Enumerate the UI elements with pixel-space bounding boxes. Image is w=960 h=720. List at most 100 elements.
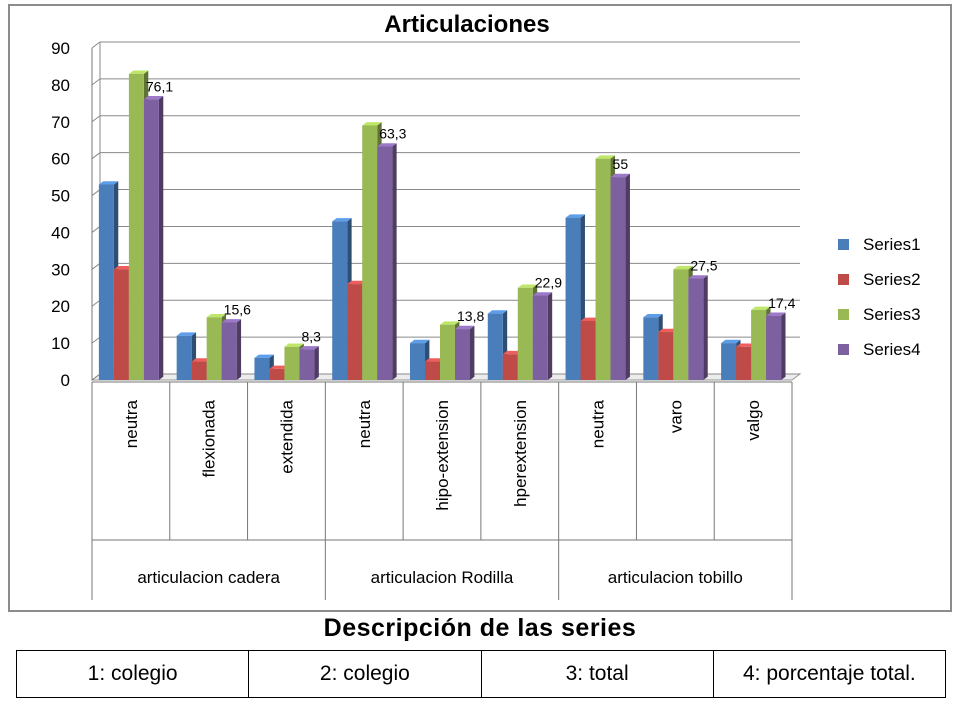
bar-side [781,312,786,380]
legend-label: Series4 [863,340,921,359]
x-category-label: neutra [122,399,141,448]
bar-top [269,365,289,369]
bar-top [721,339,741,344]
bar-top [410,339,430,344]
data-label: 27,5 [690,258,717,274]
data-label: 17,4 [768,295,795,311]
bar-side [158,95,164,380]
bar-top [517,284,538,288]
bar [377,146,393,380]
bar-top [440,321,460,325]
bar-top [736,343,756,347]
bar-side [625,173,630,380]
gridline-depth [91,336,101,344]
x-category-label: varo [666,400,685,433]
gridline-depth [91,41,101,49]
bar [643,317,659,380]
gridline-depth [91,152,101,160]
bar [766,315,782,380]
bar-top [580,317,600,321]
bar-top [502,350,523,355]
bar-top [487,310,508,314]
bar [113,269,129,380]
bar [332,221,348,380]
x-category-label: neutra [589,399,608,448]
bar-top [176,332,197,336]
x-group-label: articulacion cadera [137,568,280,587]
gridline-depth [91,189,101,196]
data-label: 15,6 [224,301,251,317]
bar-top [673,266,693,270]
bar [362,125,378,380]
legend-swatch [838,309,849,320]
bar [673,269,689,380]
bar [736,346,752,380]
bar-side [314,346,319,380]
x-category-label: flexionada [200,399,219,477]
bar [440,324,455,380]
legend-swatch [838,274,849,285]
y-tick-label: 30 [51,260,70,279]
bar-top [751,306,771,310]
gridline-depth [91,373,101,381]
bar-top [347,280,367,285]
data-label: 76,1 [146,78,173,94]
bar-top [766,312,786,316]
legend-label: Series3 [863,305,921,324]
x-category-label: hperextension [511,400,530,507]
bar [176,335,192,380]
bar [502,354,518,380]
bar-top [284,343,304,347]
series-description-cell: 2: colegio [248,650,482,698]
y-tick-label: 0 [61,371,70,390]
y-tick-label: 20 [51,297,70,316]
table-row: 1: colegio 2: colegio 3: total 4: porcen… [15,650,947,698]
y-tick-label: 80 [51,76,70,95]
chart-title: Articulaciones [384,11,549,38]
bar [128,73,144,381]
bar [425,361,440,380]
bar [98,184,114,380]
bar [487,313,503,380]
bar-top [206,313,227,318]
bar-top [658,328,678,333]
gridline-depth [91,262,101,270]
legend-swatch [838,239,849,250]
legend-swatch [838,344,849,355]
bar [410,343,425,380]
series-description-cell: 3: total [480,650,714,698]
bar-top [455,325,475,330]
bar-top [113,266,134,270]
y-tick-label: 50 [51,187,70,206]
series-description-cell: 1: colegio [15,650,250,698]
x-category-label: valgo [744,400,763,441]
y-tick-label: 90 [51,39,70,58]
x-category-label: neutra [355,399,374,448]
x-category-label: hipo-extension [433,400,452,511]
bar-top [688,275,708,279]
bar [721,343,737,380]
bar-side [236,319,242,380]
bar [284,346,300,380]
bar [455,329,470,380]
bar [221,322,237,380]
series-description-cell: 4: porcentaje total. [712,650,947,698]
bar [191,361,207,380]
bar [517,287,533,380]
bar-side [703,275,708,380]
bar-top [332,218,352,222]
y-tick-label: 70 [51,113,70,132]
chart-frame [8,4,952,612]
bar [565,217,581,380]
legend-label: Series2 [863,270,921,289]
gridline-depth [91,115,101,123]
bar-top [565,214,585,218]
bar-top [299,346,319,350]
series-description-caption: Descripción de las series [323,614,637,642]
bar-top [191,358,212,362]
x-category-label: extendida [277,399,296,473]
bar [610,177,626,380]
data-label: 22,9 [535,275,562,291]
data-label: 8,3 [301,328,321,344]
bar-top [362,122,382,126]
